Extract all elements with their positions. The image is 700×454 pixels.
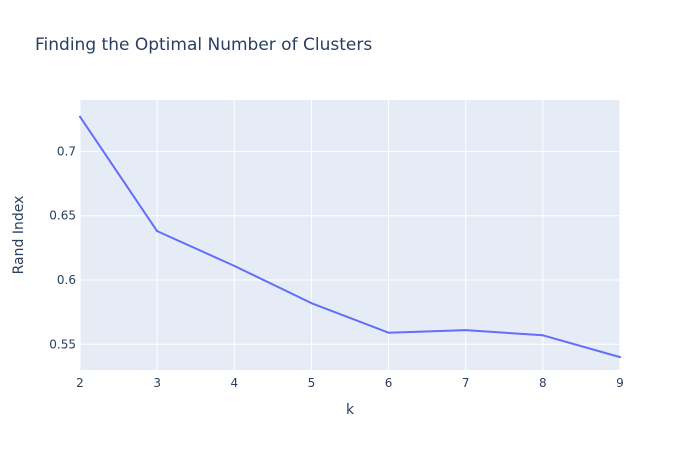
- x-tick-label: 7: [462, 376, 470, 390]
- x-tick-label: 8: [539, 376, 547, 390]
- y-tick-label: 0.7: [57, 144, 76, 158]
- grid-lines: [79, 100, 621, 370]
- x-tick-label: 6: [385, 376, 393, 390]
- y-tick-label: 0.6: [57, 273, 76, 287]
- data-point: [541, 334, 544, 337]
- data-point: [233, 264, 236, 267]
- y-tick-label: 0.55: [49, 337, 76, 351]
- y-axis-ticks: 0.55 0.6 0.65 0.7: [49, 144, 76, 351]
- series-layer: [79, 115, 621, 359]
- y-tick-label: 0.65: [49, 209, 76, 223]
- data-point: [619, 356, 621, 359]
- data-point: [387, 331, 390, 334]
- x-axis-title: k: [346, 402, 355, 418]
- x-tick-label: 9: [616, 376, 624, 390]
- data-point: [310, 302, 313, 305]
- data-point: [156, 230, 159, 233]
- series-line: [79, 115, 621, 359]
- x-tick-label: 2: [76, 376, 84, 390]
- x-tick-label: 4: [230, 376, 238, 390]
- x-axis-ticks: 2 3 4 5 6 7 8 9: [76, 376, 624, 390]
- data-point: [464, 329, 467, 332]
- data-point: [79, 115, 81, 118]
- plot-background: [80, 100, 620, 370]
- chart-title: Finding the Optimal Number of Clusters: [35, 35, 372, 55]
- x-tick-label: 3: [153, 376, 161, 390]
- y-axis-title: Rand Index: [11, 196, 27, 275]
- x-tick-label: 5: [308, 376, 316, 390]
